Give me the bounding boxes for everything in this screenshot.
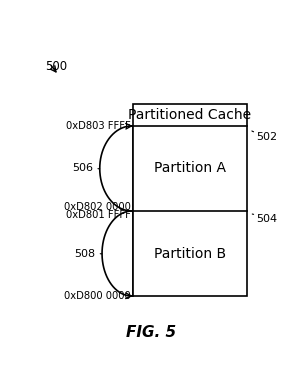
Bar	[133, 104, 247, 296]
Text: 502: 502	[256, 132, 278, 142]
Text: Partition A: Partition A	[154, 161, 226, 176]
Text: 0xD801 FFFF: 0xD801 FFFF	[66, 210, 131, 220]
Text: 0xD803 FFFF: 0xD803 FFFF	[66, 121, 131, 131]
Text: 504: 504	[256, 214, 278, 224]
Text: Partition B: Partition B	[154, 246, 226, 261]
Text: 500: 500	[45, 60, 67, 73]
Text: 0xD800 0000: 0xD800 0000	[64, 291, 131, 301]
Text: Partitioned Cache: Partitioned Cache	[129, 108, 252, 122]
Text: 508: 508	[74, 248, 95, 259]
Text: FIG. 5: FIG. 5	[126, 324, 176, 340]
Text: 506: 506	[72, 163, 93, 174]
Text: 0xD802 0000: 0xD802 0000	[64, 202, 131, 212]
